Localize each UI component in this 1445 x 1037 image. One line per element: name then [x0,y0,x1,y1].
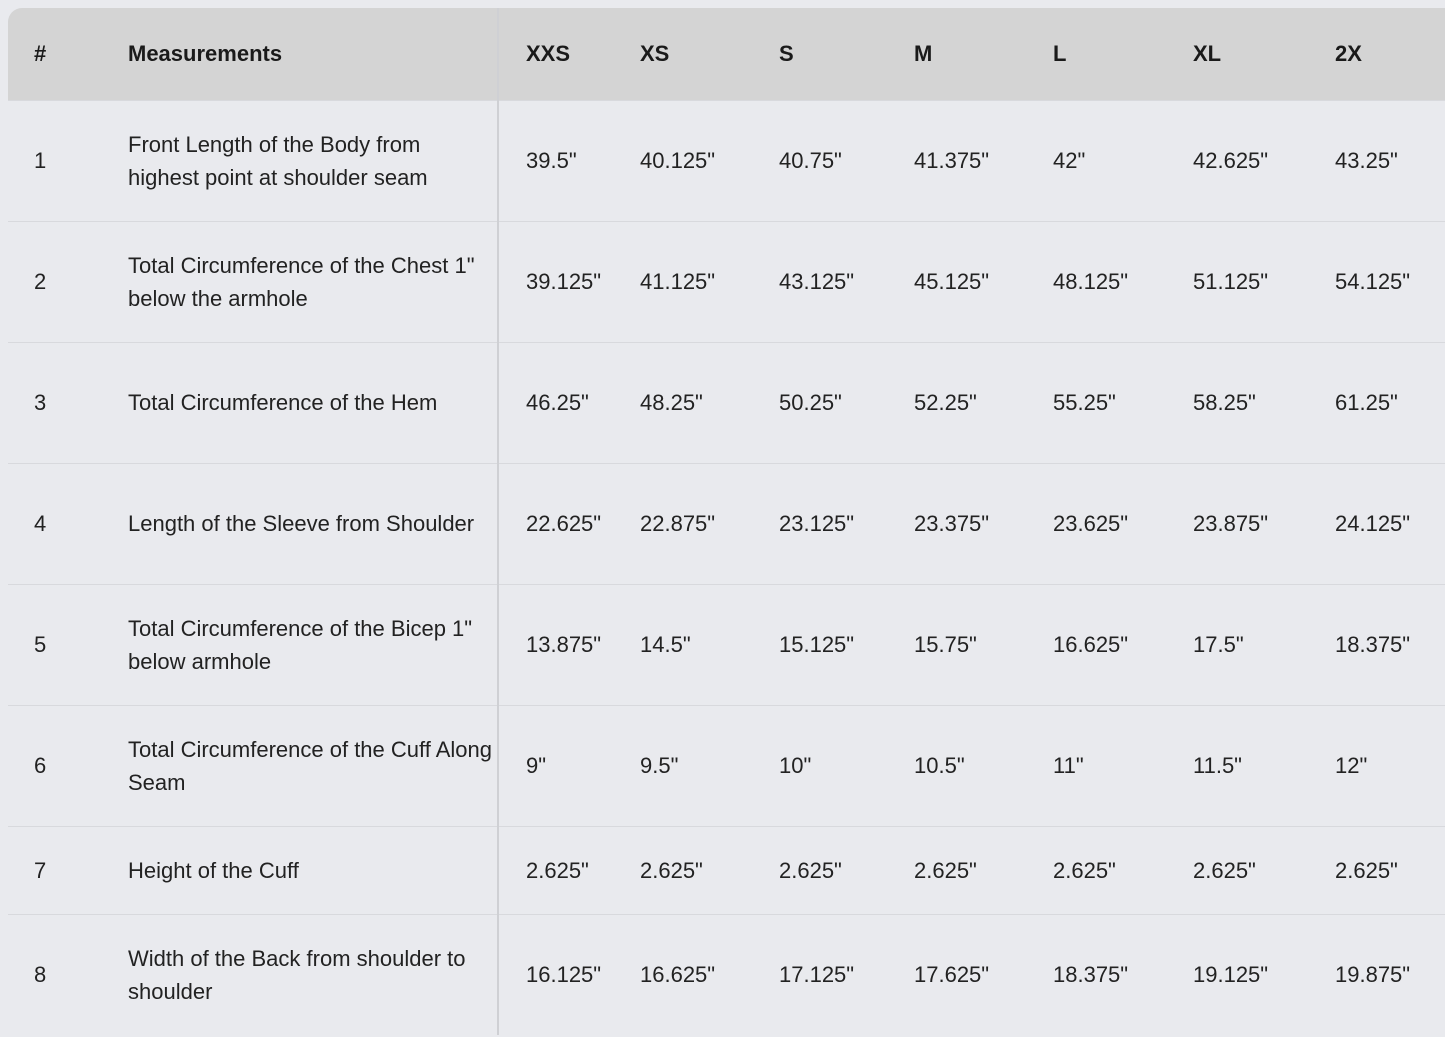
size-value: 16.125" [498,913,640,1035]
size-value: 14.5" [640,583,779,705]
row-number: 7 [8,825,128,914]
size-value: 43.25" [1335,99,1445,221]
size-chart-table: # Measurements XXS XS S M L XL 2X 1 Front Length … [8,8,1445,1035]
table-row: 7 Height of the Cuff 2.625" 2.625" 2.625" 2.6… [8,825,1445,914]
table-row: 1 Front Length of the Body from highest p… [8,99,1445,221]
column-header: L [1053,40,1067,66]
row-number: 8 [8,913,128,1035]
size-value: 13.875" [498,583,640,705]
size-value: 2.625" [640,825,779,914]
size-value: 19.125" [1193,913,1335,1035]
column-header: Measurements [128,8,499,100]
size-value: 50.25" [779,341,914,463]
size-value: 17.625" [914,913,1053,1035]
size-value: 40.125" [640,99,779,221]
size-value: 40.75" [779,99,914,221]
column-header: S [779,40,794,66]
size-value: 52.25" [914,341,1053,463]
size-value: 11.5" [1193,704,1335,826]
size-value: 42.625" [1193,99,1335,221]
column-header: # [34,40,47,66]
size-value: 41.375" [914,99,1053,221]
table-row: 3 Total Circumference of the Hem 46.25" 48.… [8,341,1445,463]
column-header: XL [1193,40,1222,66]
measurement-label: Total Circumference of the Hem [128,341,499,463]
table-row: 2 Total Circumference of the Chest 1" bel… [8,220,1445,342]
size-value: 39.125" [498,220,640,342]
table-row: 4 Length of the Sleeve from Shoulder 22.62… [8,462,1445,584]
size-value: 15.125" [779,583,914,705]
size-value: 39.5" [498,99,640,221]
size-value: 46.25" [498,341,640,463]
size-value: 61.25" [1335,341,1445,463]
column-header: XS [640,40,670,66]
measurement-label: Height of the Cuff [128,825,499,914]
size-value: 2.625" [1335,825,1445,914]
size-value: 9" [498,704,640,826]
column-header: 2X [1335,40,1362,66]
row-number: 5 [8,583,128,705]
size-value: 58.25" [1193,341,1335,463]
measurement-label: Width of the Back from shoulder to shoul… [128,913,499,1035]
table-row: 5 Total Circumference of the Bicep 1" bel… [8,583,1445,705]
size-value: 41.125" [640,220,779,342]
size-value: 51.125" [1193,220,1335,342]
size-value: 10" [779,704,914,826]
size-value: 2.625" [779,825,914,914]
size-value: 16.625" [1053,583,1193,705]
row-number: 3 [8,341,128,463]
size-value: 23.125" [779,462,914,584]
size-value: 55.25" [1053,341,1193,463]
measurement-label: Total Circumference of the Chest 1" belo… [128,220,499,342]
size-value: 2.625" [914,825,1053,914]
table-row: 6 Total Circumference of the Cuff Along S… [8,704,1445,826]
size-value: 19.875" [1335,913,1445,1035]
size-value: 54.125" [1335,220,1445,342]
column-header: M [914,40,933,66]
size-value: 22.875" [640,462,779,584]
table-row: 8 Width of the Back from shoulder to shou… [8,913,1445,1035]
row-number: 4 [8,462,128,584]
measurement-label: Front Length of the Body from highest po… [128,99,499,221]
size-value: 17.5" [1193,583,1335,705]
size-value: 2.625" [1193,825,1335,914]
size-value: 11" [1053,704,1193,826]
size-value: 18.375" [1335,583,1445,705]
row-number: 2 [8,220,128,342]
size-value: 17.125" [779,913,914,1035]
row-number: 6 [8,704,128,826]
measurement-label: Length of the Sleeve from Shoulder [128,462,499,584]
size-value: 2.625" [1053,825,1193,914]
size-value: 10.5" [914,704,1053,826]
header-row: # Measurements XXS XS S M L XL 2X [8,8,1445,100]
measurement-label: Total Circumference of the Bicep 1" belo… [128,583,499,705]
size-value: 16.625" [640,913,779,1035]
column-header: XXS [526,40,571,66]
size-chart: # Measurements XXS XS S M L XL 2X 1 Front Length … [8,8,1445,1035]
size-value: 23.875" [1193,462,1335,584]
size-value: 24.125" [1335,462,1445,584]
measurement-label: Total Circumference of the Cuff Along Se… [128,704,499,826]
size-value: 18.375" [1053,913,1193,1035]
size-value: 42" [1053,99,1193,221]
size-value: 12" [1335,704,1445,826]
size-value: 48.25" [640,341,779,463]
size-value: 23.375" [914,462,1053,584]
size-value: 9.5" [640,704,779,826]
size-value: 15.75" [914,583,1053,705]
size-value: 48.125" [1053,220,1193,342]
row-number: 1 [8,99,128,221]
size-value: 2.625" [498,825,640,914]
size-value: 43.125" [779,220,914,342]
size-value: 23.625" [1053,462,1193,584]
size-value: 45.125" [914,220,1053,342]
size-value: 22.625" [498,462,640,584]
